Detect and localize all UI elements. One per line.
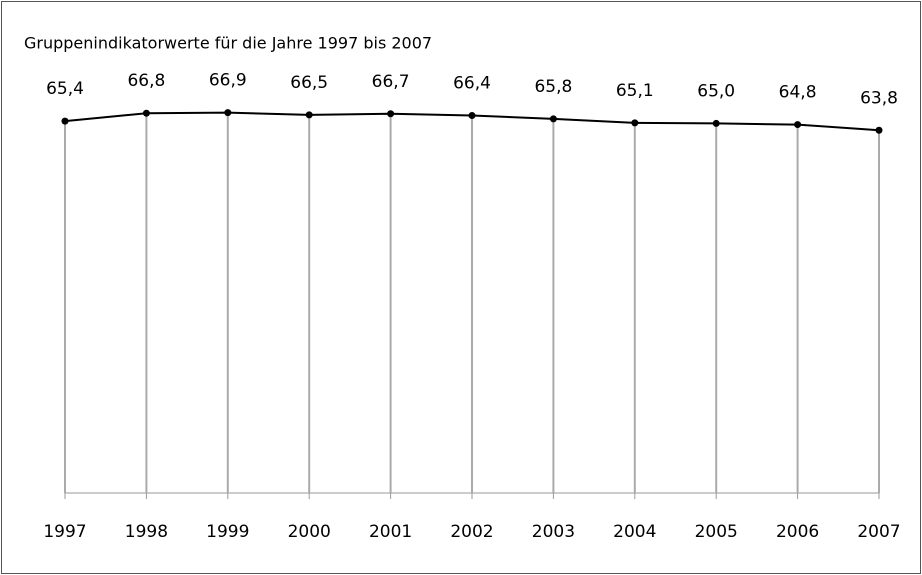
data-point xyxy=(631,119,639,127)
x-tick-label: 1997 xyxy=(43,522,86,542)
data-label: 65,1 xyxy=(616,81,654,101)
data-point xyxy=(61,117,69,125)
data-label: 63,8 xyxy=(860,88,898,108)
data-label: 66,5 xyxy=(290,73,328,93)
x-tick-label: 1999 xyxy=(206,522,249,542)
data-label: 65,4 xyxy=(46,79,84,99)
data-point xyxy=(549,115,557,123)
x-tick-label: 1998 xyxy=(125,522,168,542)
data-point xyxy=(305,111,313,119)
data-point xyxy=(142,109,150,117)
data-label: 66,7 xyxy=(372,72,410,92)
x-tick-label: 2005 xyxy=(695,522,738,542)
x-tick-label: 2002 xyxy=(450,522,493,542)
data-point xyxy=(387,110,395,118)
data-label: 66,4 xyxy=(453,73,491,93)
x-tick-label: 2003 xyxy=(532,522,575,542)
data-point xyxy=(875,126,883,134)
x-tick-label: 2004 xyxy=(613,522,656,542)
data-point xyxy=(468,111,476,119)
data-label: 64,8 xyxy=(779,83,817,103)
data-label: 65,8 xyxy=(534,77,572,97)
data-label: 65,0 xyxy=(697,81,735,101)
x-tick-label: 2007 xyxy=(857,522,900,542)
data-point xyxy=(794,121,802,129)
x-tick-label: 2001 xyxy=(369,522,412,542)
chart-title: Gruppenindikatorwerte für die Jahre 1997… xyxy=(24,34,432,53)
data-point xyxy=(712,119,720,127)
data-label: 66,9 xyxy=(209,71,247,91)
data-label: 66,8 xyxy=(127,71,165,91)
x-tick-label: 2006 xyxy=(776,522,819,542)
data-point xyxy=(224,109,232,117)
x-tick-label: 2000 xyxy=(288,522,331,542)
